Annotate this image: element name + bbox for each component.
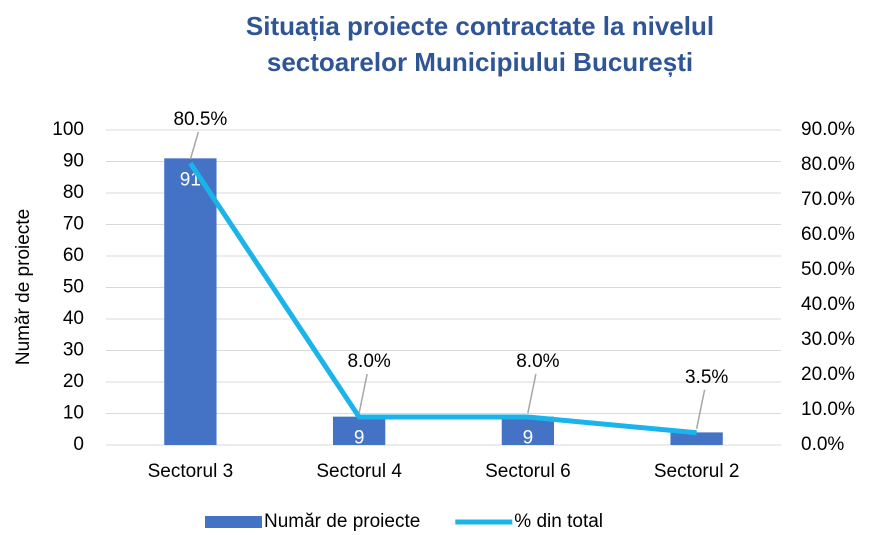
y-tick-label: 10 xyxy=(63,403,84,424)
chart-title: Situația proiecte contractate la nivelul xyxy=(246,11,714,41)
line-value-label: 3.5% xyxy=(685,367,728,388)
leader-line xyxy=(695,389,706,429)
bar-value-label: 9 xyxy=(354,428,365,449)
legend-swatch xyxy=(205,516,262,528)
bar xyxy=(164,158,217,445)
legend-label: Număr de proiecte xyxy=(264,511,420,532)
leader-line xyxy=(358,373,368,414)
line-value-label: 80.5% xyxy=(173,109,227,130)
bar-value-label: 9 xyxy=(523,428,534,449)
y-tick-label: 90 xyxy=(63,151,84,172)
y2-tick-label: 30.0% xyxy=(801,329,855,350)
y2-tick-label: 0.0% xyxy=(801,434,844,455)
bar-value-label: 4 xyxy=(691,443,702,464)
y-tick-label: 60 xyxy=(63,245,84,266)
legend-label: % din total xyxy=(514,511,603,532)
y2-tick-label: 50.0% xyxy=(801,259,855,280)
leader-line xyxy=(189,131,200,160)
y-tick-label: 20 xyxy=(63,371,84,392)
y-axis-label: Număr de proiecte xyxy=(13,209,34,365)
y-tick-label: 70 xyxy=(63,214,84,235)
y2-tick-label: 10.0% xyxy=(801,399,855,420)
y-tick-label: 50 xyxy=(63,277,84,298)
bar xyxy=(670,432,723,445)
y-tick-label: 30 xyxy=(63,340,84,361)
y2-tick-label: 60.0% xyxy=(801,224,855,245)
y-tick-label: 0 xyxy=(73,434,84,455)
leader-line xyxy=(527,373,537,414)
x-tick-label: Sectorul 4 xyxy=(316,461,402,482)
y-tick-label: 80 xyxy=(63,182,84,203)
y2-tick-label: 70.0% xyxy=(801,189,855,210)
x-tick-label: Sectorul 6 xyxy=(485,461,571,482)
bar xyxy=(332,416,386,445)
y2-tick-label: 20.0% xyxy=(801,364,855,385)
line-value-label: 8.0% xyxy=(347,351,390,372)
x-tick-label: Sectorul 3 xyxy=(148,461,234,482)
y2-tick-label: 90.0% xyxy=(801,119,855,140)
y2-tick-label: 80.0% xyxy=(801,154,855,175)
x-tick-label: Sectorul 2 xyxy=(654,461,740,482)
bar xyxy=(501,416,555,445)
y-tick-label: 100 xyxy=(52,119,84,140)
chart-title: sectoarelor Municipiului București xyxy=(267,47,693,77)
line xyxy=(188,161,697,436)
line-value-label: 8.0% xyxy=(516,351,559,372)
y2-tick-label: 40.0% xyxy=(801,294,855,315)
y-tick-label: 40 xyxy=(63,308,84,329)
